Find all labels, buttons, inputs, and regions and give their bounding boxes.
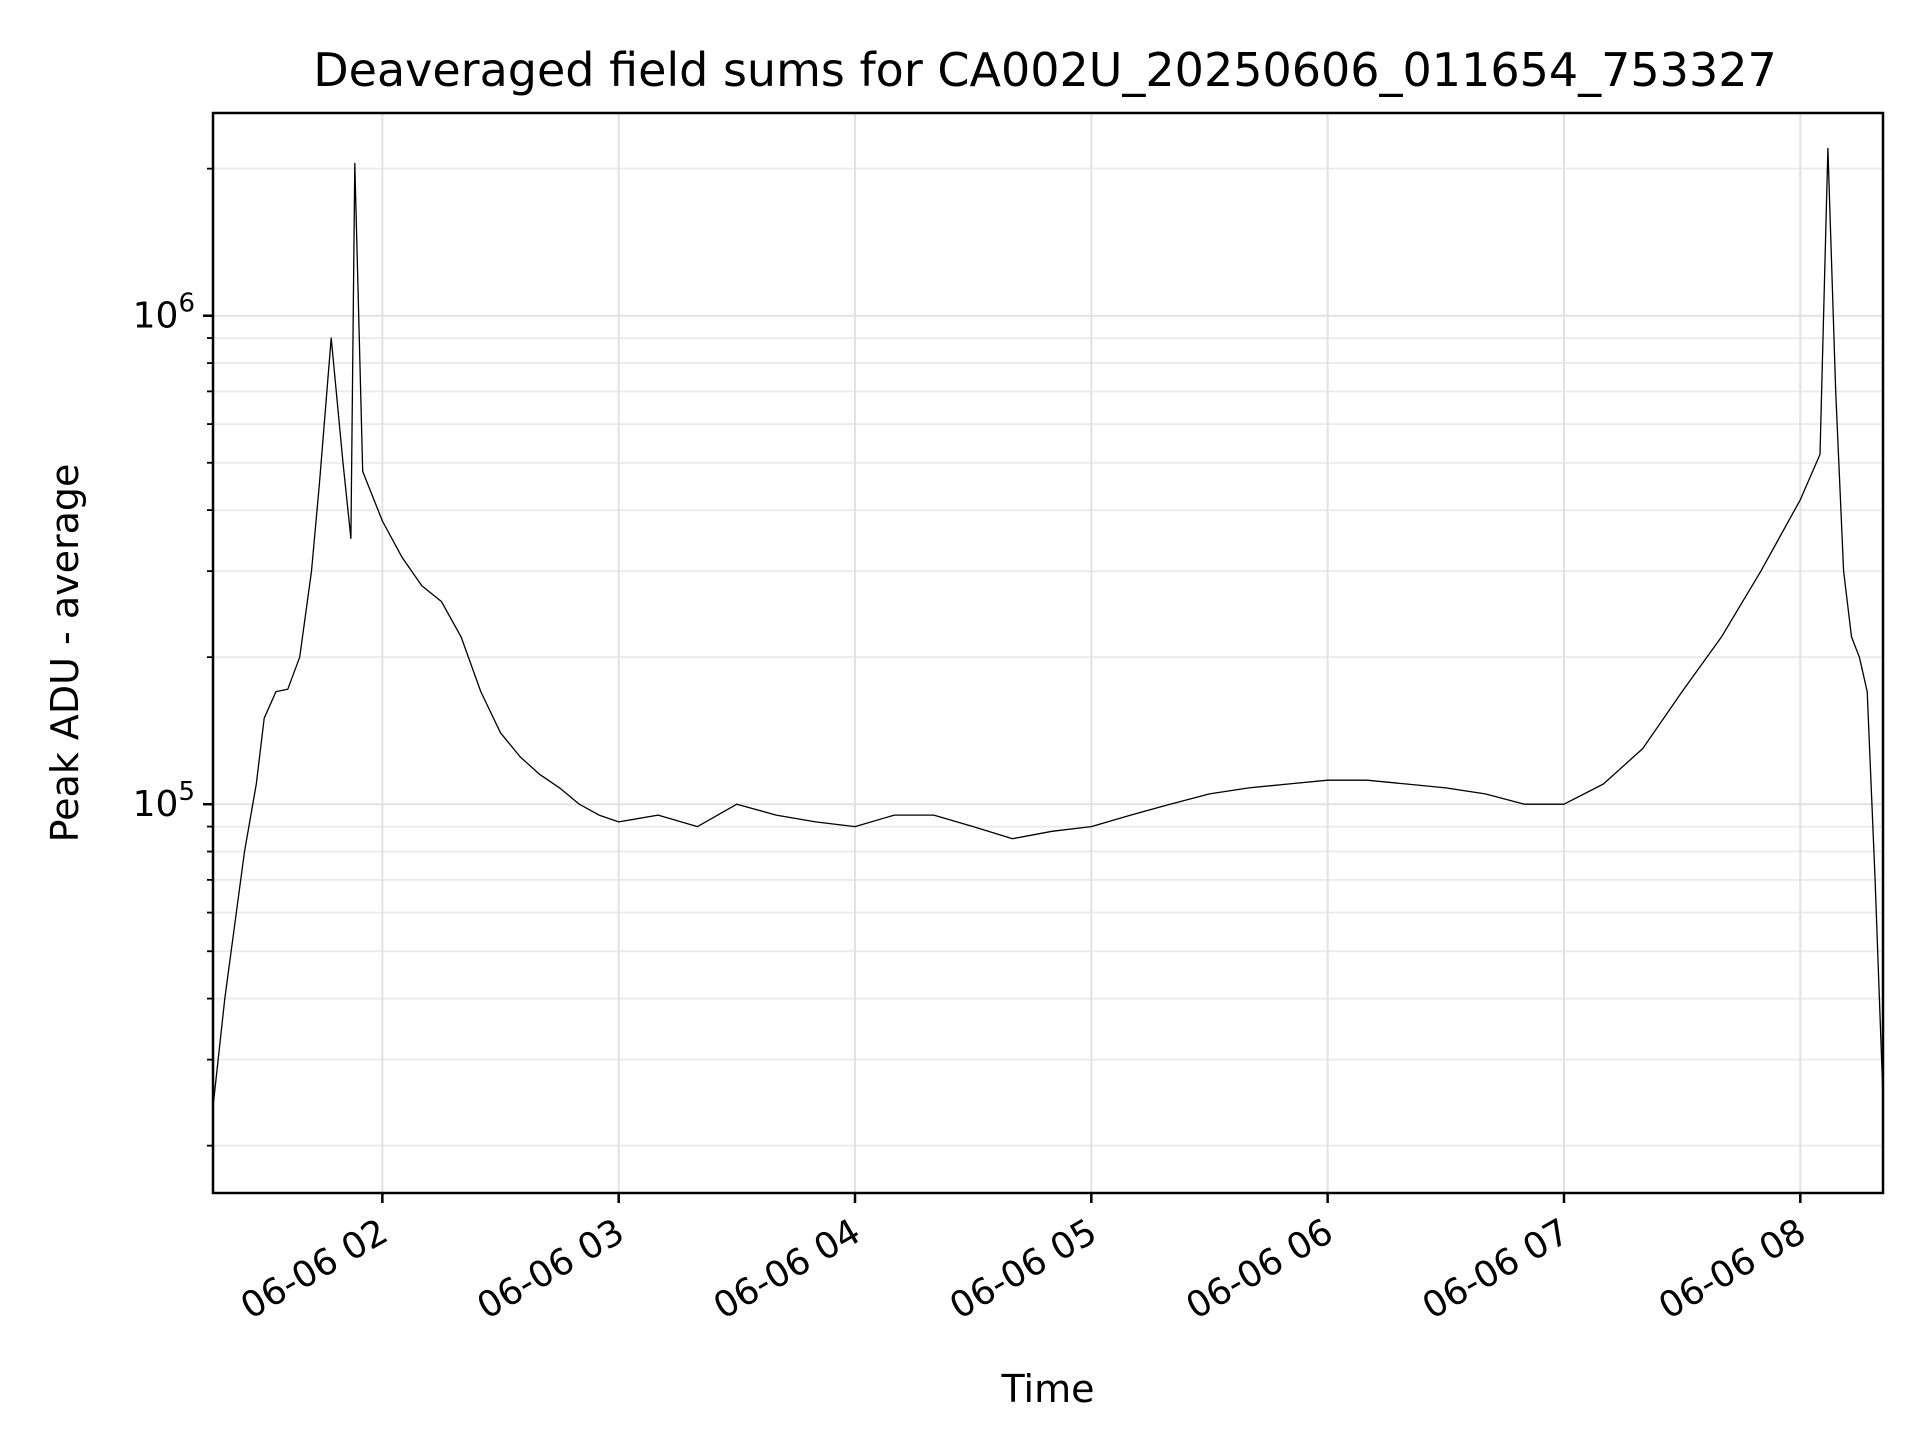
series-line [212,147,1884,1108]
chart-title: Deaveraged field sums for CA002U_2025060… [313,43,1777,97]
x-axis-label: Time [1001,1367,1095,1411]
y-axis: 105 106 [133,167,213,1147]
x-axis: 06-06 02 06-06 03 06-06 04 06-06 05 06-06 06… [234,1193,1813,1328]
x-tick-label: 06-06 06 [1179,1211,1340,1327]
y-tick-label: 105 [133,777,195,825]
x-tick-label: 06-06 08 [1652,1211,1813,1327]
x-tick-label: 06-06 03 [471,1211,632,1327]
x-tick-label: 06-06 07 [1416,1211,1577,1327]
x-tick-label: 06-06 02 [234,1211,395,1327]
x-tick-label: 06-06 05 [943,1211,1104,1327]
y-tick-label: 106 [133,289,195,337]
plot-frame [211,111,1885,1195]
y-axis-label: Peak ADU - average [43,464,87,843]
x-tick-label: 06-06 04 [707,1211,868,1327]
plot-area [212,147,1884,1108]
grid [213,113,1883,1193]
